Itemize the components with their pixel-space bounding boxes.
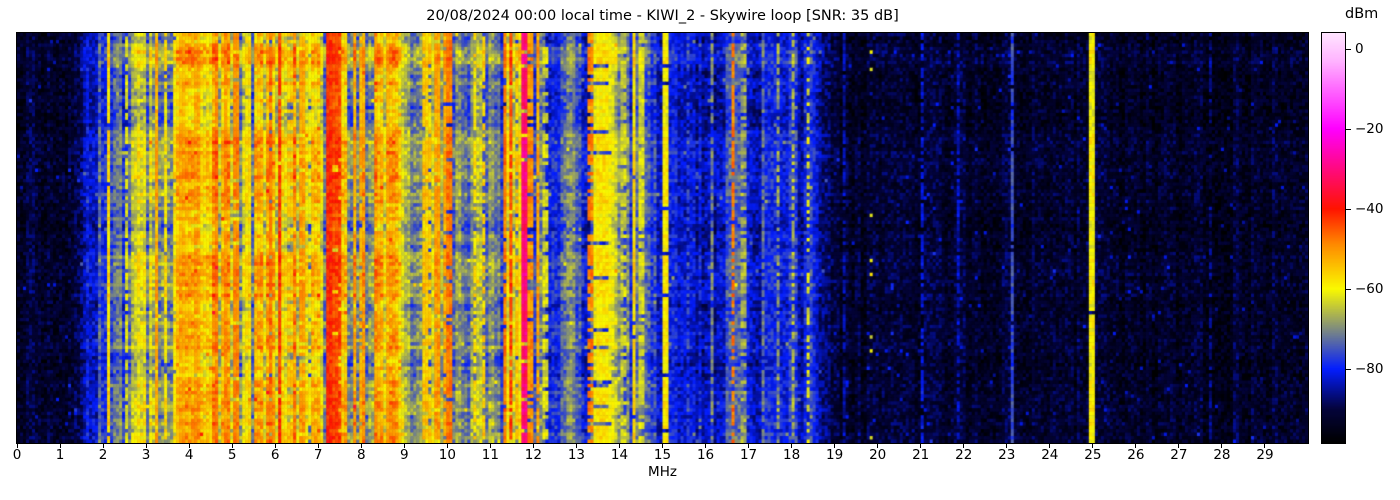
plot-title: 20/08/2024 00:00 local time - KIWI_2 - S… — [426, 8, 899, 24]
x-tick-mark — [705, 444, 707, 448]
colorbar-tick-label: −80 — [1355, 361, 1384, 377]
colorbar-tick-mark — [1346, 208, 1351, 210]
x-tick-mark — [102, 444, 104, 448]
x-tick-label: 12 — [524, 447, 542, 463]
x-tick-mark — [532, 444, 534, 448]
x-tick-label: 29 — [1256, 447, 1274, 463]
x-tick-mark — [317, 444, 319, 448]
x-tick-label: 17 — [739, 447, 758, 463]
colorbar-tick-mark — [1346, 288, 1351, 290]
x-tick-mark — [59, 444, 61, 448]
x-tick-label: 4 — [184, 447, 194, 463]
colorbar-tick-label: 0 — [1355, 41, 1364, 57]
x-tick-mark — [1092, 444, 1094, 448]
x-tick-mark — [963, 444, 965, 448]
x-tick-mark — [145, 444, 147, 448]
waterfall-plot — [16, 32, 1309, 444]
x-tick-mark — [1006, 444, 1008, 448]
colorbar-unit-label: dBm — [1345, 6, 1379, 22]
x-tick-mark — [188, 444, 190, 448]
x-tick-mark — [618, 444, 620, 448]
x-tick-mark — [575, 444, 577, 448]
x-tick-label: 20 — [869, 447, 887, 463]
x-tick-mark — [274, 444, 276, 448]
x-tick-label: 11 — [481, 447, 499, 463]
colorbar-tick-mark — [1346, 48, 1351, 50]
x-tick-label: 13 — [567, 447, 586, 463]
waterfall-canvas — [17, 33, 1308, 443]
x-tick-label: 8 — [356, 447, 366, 463]
x-tick-label: 18 — [783, 447, 801, 463]
x-tick-mark — [791, 444, 793, 448]
x-axis-label: MHz — [648, 464, 677, 480]
x-tick-mark — [1135, 444, 1137, 448]
colorbar-tick-mark — [1346, 368, 1351, 370]
x-tick-mark — [920, 444, 922, 448]
x-tick-mark — [489, 444, 491, 448]
x-tick-label: 9 — [400, 447, 409, 463]
x-tick-label: 26 — [1127, 447, 1145, 463]
x-tick-label: 19 — [826, 447, 844, 463]
colorbar-canvas — [1322, 33, 1345, 443]
x-tick-label: 27 — [1170, 447, 1188, 463]
x-tick-mark — [877, 444, 879, 448]
colorbar — [1321, 32, 1346, 444]
x-tick-mark — [360, 444, 362, 448]
x-tick-label: 6 — [270, 447, 280, 463]
x-tick-mark — [1178, 444, 1180, 448]
x-tick-label: 21 — [912, 447, 930, 463]
colorbar-tick-label: −60 — [1355, 281, 1384, 297]
x-tick-label: 16 — [696, 447, 715, 463]
x-tick-label: 25 — [1084, 447, 1102, 463]
x-tick-mark — [662, 444, 663, 448]
x-tick-label: 2 — [98, 447, 108, 463]
colorbar-tick-label: −40 — [1355, 201, 1384, 217]
x-tick-mark — [1221, 444, 1223, 448]
x-tick-mark — [446, 444, 448, 448]
x-tick-label: 7 — [313, 447, 323, 463]
x-tick-mark — [834, 444, 836, 448]
x-tick-label: 10 — [438, 447, 456, 463]
x-tick-label: 22 — [955, 447, 973, 463]
x-tick-label: 1 — [55, 447, 65, 463]
x-tick-label: 5 — [227, 447, 237, 463]
x-tick-mark — [1264, 444, 1266, 448]
x-tick-mark — [231, 444, 233, 448]
colorbar-tick-label: −20 — [1355, 121, 1384, 137]
x-tick-label: 24 — [1041, 447, 1059, 463]
x-tick-label: 14 — [610, 447, 629, 463]
x-tick-label: 28 — [1213, 447, 1231, 463]
x-tick-label: 0 — [12, 447, 22, 463]
x-tick-mark — [16, 444, 18, 448]
x-tick-label: 23 — [998, 447, 1016, 463]
x-tick-label: 3 — [141, 447, 151, 463]
x-tick-mark — [748, 444, 750, 448]
colorbar-tick-mark — [1346, 128, 1351, 130]
x-tick-mark — [1049, 444, 1051, 448]
x-tick-mark — [403, 444, 405, 448]
x-tick-label: 15 — [653, 447, 672, 463]
